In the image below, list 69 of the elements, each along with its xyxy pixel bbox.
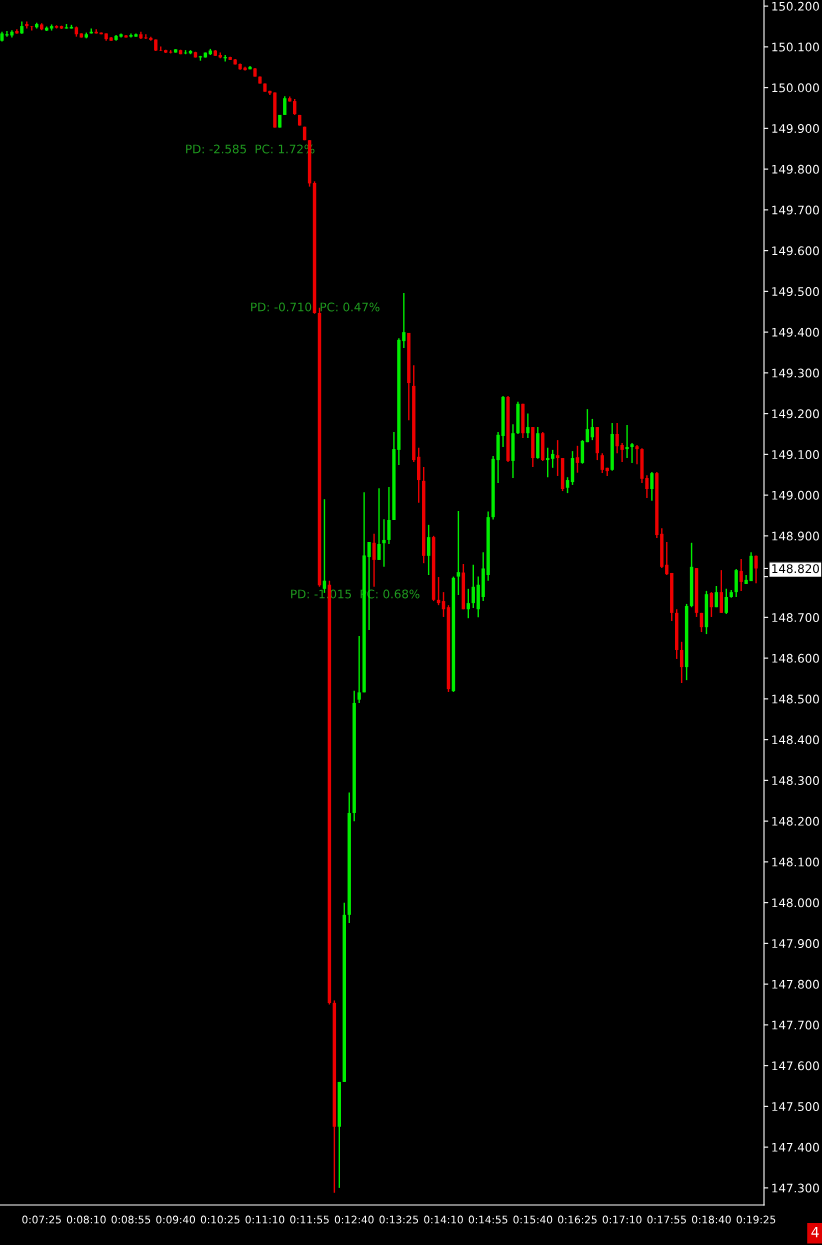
candlestick: [456, 510, 461, 596]
y-tick-label: 148.100: [772, 857, 819, 867]
y-tick-label: 148.900: [772, 531, 819, 541]
candlestick: [526, 412, 530, 439]
x-tick-label: 0:08:10: [66, 1215, 106, 1224]
candlestick: [575, 445, 580, 474]
candlestick: [625, 424, 629, 459]
x-tick-label: 0:11:10: [245, 1215, 285, 1224]
y-tick-label: 148.200: [772, 816, 819, 826]
y-tick-label: 147.600: [772, 1061, 819, 1071]
candlestick: [382, 518, 386, 568]
text: 4: [811, 1227, 819, 1238]
candlestick: [372, 533, 376, 588]
y-tick-label: 149.700: [772, 205, 819, 215]
candlestick: [650, 471, 654, 502]
x-tick-label: 0:13:25: [379, 1215, 419, 1224]
y-tick-label: 150.100: [772, 42, 819, 52]
y-tick-label: 148.000: [772, 898, 819, 908]
y-tick-label: 149.900: [772, 124, 819, 134]
y-tick-label: 147.700: [772, 1020, 819, 1030]
candlestick: [555, 439, 560, 477]
candlestick: [283, 95, 287, 116]
y-tick-label: 148.500: [772, 694, 819, 704]
x-tick-label: 0:17:10: [602, 1215, 642, 1224]
y-tick-label: 149.400: [772, 327, 819, 337]
y-tick-label: 150.200: [772, 1, 819, 11]
y-tick-label: 147.500: [772, 1102, 819, 1112]
y-tick-label: 149.800: [772, 164, 819, 174]
x-tick-label: 0:14:10: [424, 1215, 463, 1224]
y-tick-label: 148.600: [772, 653, 819, 663]
y-tick-label: 147.400: [772, 1142, 819, 1152]
y-tick-label: 149.000: [772, 490, 819, 500]
candlestick: [600, 452, 604, 474]
y-tick-label: 147.800: [772, 979, 819, 989]
candlestick: [739, 558, 743, 592]
y-tick-label: 149.600: [772, 246, 819, 256]
candlestick: [426, 524, 431, 576]
y-tick-label: 150.000: [772, 83, 819, 93]
y-tick-label: 149.300: [772, 368, 819, 378]
candlestick: [377, 487, 381, 561]
x-tick-label: 0:10:25: [200, 1215, 240, 1224]
y-tick-label: 147.300: [772, 1183, 819, 1193]
y-tick-label: 148.400: [772, 735, 819, 745]
x-tick-label: 0:15:40: [513, 1215, 553, 1224]
x-tick-label: 0:18:40: [692, 1215, 731, 1224]
candlestick: [630, 442, 634, 464]
y-tick-label: 149.500: [772, 287, 819, 297]
y-tick-label: 148.700: [772, 613, 819, 623]
candlestick: [15, 28, 19, 35]
candlestick: [635, 444, 639, 465]
candlestick: [387, 486, 391, 545]
x-tick-label: 0:11:55: [290, 1215, 329, 1224]
candlestick: [754, 554, 758, 584]
candlestick: [357, 635, 361, 704]
annotation: PD: -0.710 PC: 0.47%: [251, 302, 380, 312]
x-tick-label: 0:19:25: [736, 1215, 776, 1224]
x-tick-label: 0:12:40: [334, 1215, 374, 1224]
x-tick-label: 0:07:25: [22, 1215, 61, 1224]
candlestick: [719, 569, 724, 614]
x-tick-label: 0:09:40: [156, 1215, 196, 1224]
y-tick-label: 149.200: [772, 409, 819, 419]
y-tick-label: 147.900: [772, 939, 819, 949]
y-tick-label: 149.100: [772, 450, 819, 460]
y-tick-label: 148.300: [772, 776, 819, 786]
x-tick-label: 0:14:55: [468, 1215, 508, 1224]
y-tick-label: 148.820: [772, 564, 819, 574]
x-tick-label: 0:17:55: [647, 1215, 686, 1224]
x-tick-label: 0:08:55: [111, 1215, 151, 1224]
x-tick-label: 0:16:25: [558, 1215, 597, 1224]
